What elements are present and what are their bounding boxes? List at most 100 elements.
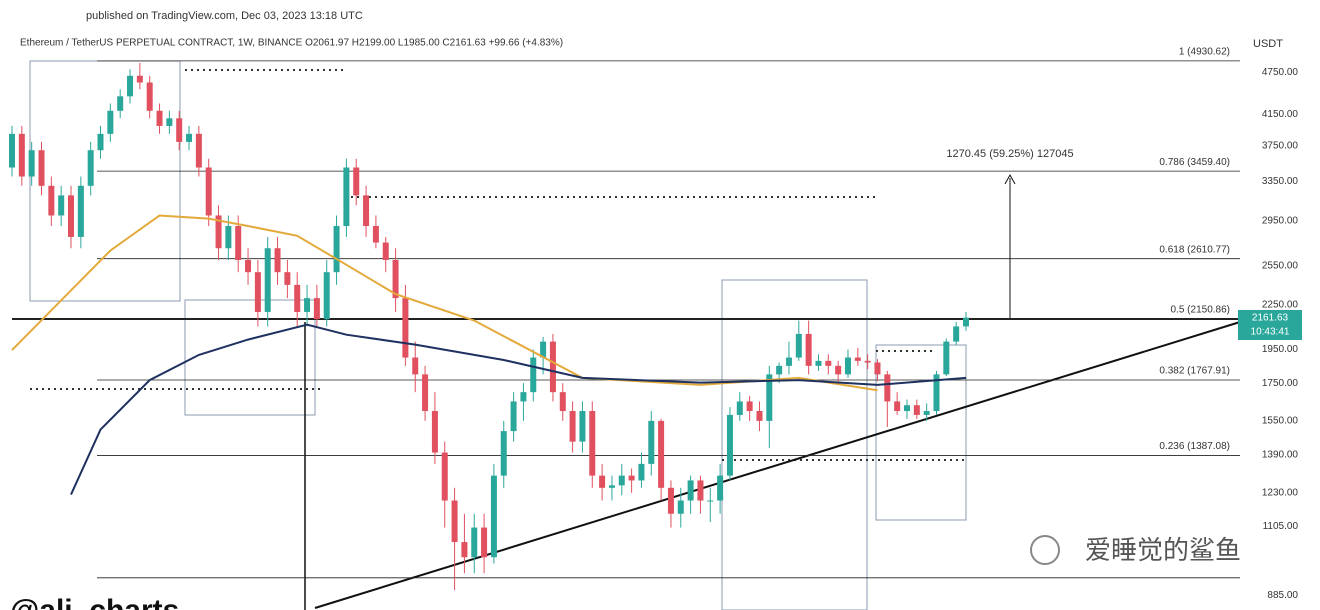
candle-body — [795, 333, 802, 358]
currency: USDT — [1253, 38, 1283, 50]
candle-body — [176, 118, 183, 142]
candle-body — [156, 110, 163, 126]
candle-body — [284, 272, 291, 285]
candle-body — [717, 475, 724, 501]
candle-body — [9, 133, 15, 168]
candle-body — [77, 185, 84, 237]
y-tick-label: 2550.00 — [1262, 261, 1299, 272]
candle-body — [540, 341, 547, 358]
measure-label: 1270.45 (59.25%) 127045 — [946, 148, 1073, 160]
candle-body — [461, 542, 468, 558]
candle-body — [746, 401, 753, 412]
range-box — [29, 60, 181, 302]
candle-body — [343, 167, 350, 227]
price-tag — [1238, 310, 1302, 340]
candle-body — [264, 248, 271, 312]
candle-body — [854, 357, 861, 361]
candle-body — [136, 75, 143, 83]
range-box — [875, 344, 967, 521]
candle-body — [579, 411, 586, 442]
y-tick-label: 1230.00 — [1262, 487, 1299, 498]
candle-body — [107, 110, 114, 134]
candle-body — [87, 150, 94, 186]
candle-body — [943, 341, 950, 375]
fib-label: 0.382 (1767.91) — [1159, 366, 1230, 377]
candle-body — [225, 226, 232, 249]
fib-label: 0.5 (2150.86) — [1171, 305, 1231, 316]
candle-body — [353, 167, 360, 196]
candle-body — [323, 272, 330, 320]
candle-body — [756, 411, 763, 421]
y-tick-label: 2250.00 — [1262, 300, 1299, 311]
candle-body — [402, 298, 409, 358]
candle-body — [785, 357, 792, 366]
candle-body — [726, 414, 733, 476]
candle-body — [97, 133, 104, 151]
candle-body — [245, 259, 252, 273]
candle-body — [254, 272, 261, 312]
candle-body — [215, 215, 222, 249]
y-tick-label: 4750.00 — [1262, 67, 1299, 78]
candle-body — [953, 326, 960, 342]
candle-body — [441, 452, 448, 501]
candle-body — [451, 500, 458, 543]
range-box — [721, 279, 868, 610]
candle-body — [146, 82, 153, 111]
candle-body — [766, 374, 773, 421]
y-tick-label: 2950.00 — [1262, 215, 1299, 226]
candle-body — [372, 226, 379, 243]
candle-body — [687, 480, 694, 501]
fib-label: 0.236 (1387.08) — [1159, 441, 1230, 452]
candle-body — [864, 360, 871, 363]
y-tick-label: 3750.00 — [1262, 141, 1299, 152]
fib-label: 1 (4930.62) — [1179, 47, 1230, 58]
candle-body — [628, 475, 635, 481]
candle-body — [658, 420, 665, 488]
candle-body — [304, 298, 311, 312]
y-tick-label: 1550.00 — [1262, 416, 1299, 427]
candle-body — [549, 341, 556, 393]
support-trendline — [314, 321, 1241, 609]
candle-body — [677, 500, 684, 514]
published-note: published on TradingView.com, Dec 03, 20… — [86, 10, 363, 22]
candle-body — [195, 133, 202, 168]
candle-body — [815, 360, 822, 366]
candle-body — [903, 405, 910, 412]
candle-body — [127, 75, 134, 97]
y-tick-label: 3350.00 — [1262, 176, 1299, 187]
candle-body — [559, 392, 566, 412]
candle-body — [28, 150, 35, 177]
candle-body — [48, 185, 55, 216]
candle-body — [618, 475, 625, 486]
candle-body — [363, 195, 370, 227]
plot: 885.00 1105.00 1230.00 1390.00 1550.00 1750.0… — [9, 47, 1298, 601]
countdown: 10:43:41 — [1251, 327, 1290, 338]
candle-body — [913, 405, 920, 415]
moving-average — [70, 323, 967, 496]
candle-body — [117, 96, 124, 111]
candle-body — [382, 242, 389, 260]
candle-body — [530, 357, 537, 393]
arrow-head — [1004, 173, 1016, 185]
candle-body — [835, 365, 842, 375]
y-tick-label: 4150.00 — [1262, 109, 1299, 120]
candle-body — [294, 284, 301, 312]
candle-body — [874, 362, 881, 375]
candle-body — [166, 118, 173, 126]
candle-body — [422, 374, 429, 412]
candle-body — [235, 226, 242, 260]
range-box — [184, 299, 316, 416]
candle-body — [500, 431, 507, 476]
candle-body — [313, 298, 320, 320]
y-tick-label: 1750.00 — [1262, 378, 1299, 389]
candle-body — [58, 195, 65, 216]
candle-body — [608, 485, 615, 488]
candle-body — [510, 401, 517, 432]
y-tick-label: 1950.00 — [1262, 344, 1299, 355]
watermark-icon — [1030, 535, 1060, 565]
candle-body — [392, 259, 399, 299]
candle-body — [707, 500, 714, 502]
y-tick-label: 1390.00 — [1262, 449, 1299, 460]
candle-body — [697, 480, 704, 501]
